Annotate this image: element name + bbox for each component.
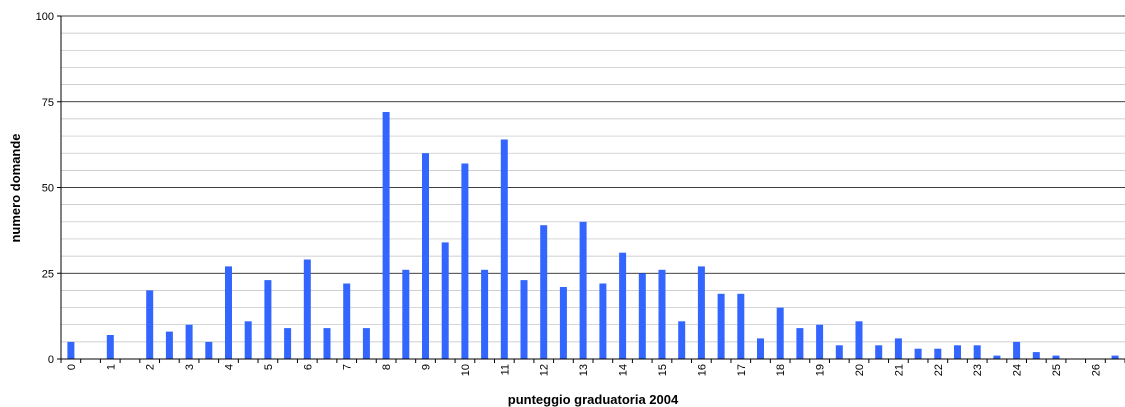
bar bbox=[993, 355, 1001, 359]
bar bbox=[973, 345, 981, 359]
y-tick-labels: 0 25 50 75 100 bbox=[36, 11, 61, 366]
x-tick-label: 1 bbox=[105, 364, 117, 370]
x-tick-label: 4 bbox=[224, 364, 236, 370]
x-tick-label: 14 bbox=[618, 364, 630, 376]
x-tick-label: 13 bbox=[578, 364, 590, 376]
x-tick-label: 24 bbox=[1012, 364, 1024, 376]
bar bbox=[67, 341, 75, 359]
bar bbox=[540, 225, 548, 359]
bar bbox=[1052, 355, 1060, 359]
x-tick-label: 17 bbox=[736, 364, 748, 376]
x-tick-label: 25 bbox=[1051, 364, 1063, 376]
x-tick-label: 16 bbox=[696, 364, 708, 376]
x-tick-label: 23 bbox=[972, 364, 984, 376]
bar bbox=[225, 266, 232, 359]
x-tick-label: 26 bbox=[1090, 364, 1102, 376]
bar bbox=[441, 242, 449, 359]
bar bbox=[934, 348, 942, 359]
x-tick-label: 20 bbox=[854, 364, 866, 376]
bar bbox=[264, 280, 272, 359]
x-tick-label: 15 bbox=[657, 364, 669, 376]
bar bbox=[185, 324, 193, 359]
bar bbox=[422, 153, 429, 359]
bar bbox=[1013, 341, 1021, 359]
bar bbox=[894, 338, 902, 359]
y-tick-label: 50 bbox=[42, 183, 54, 195]
bar bbox=[875, 345, 883, 359]
bar bbox=[500, 139, 508, 359]
bar bbox=[481, 269, 489, 359]
bar bbox=[343, 283, 351, 359]
bar bbox=[757, 338, 764, 359]
bar bbox=[914, 348, 922, 359]
bar bbox=[579, 221, 587, 359]
bar bbox=[954, 345, 961, 359]
x-tick-label: 18 bbox=[775, 364, 787, 376]
bar bbox=[284, 328, 292, 359]
bar bbox=[697, 266, 705, 359]
x-axis-title: punteggio graduatoria 2004 bbox=[508, 392, 679, 407]
bar bbox=[165, 331, 173, 359]
x-tick-label: 2 bbox=[145, 364, 157, 370]
y-tick-label: 75 bbox=[42, 97, 54, 109]
bar bbox=[382, 112, 390, 359]
bar bbox=[717, 293, 725, 359]
bar bbox=[855, 321, 863, 359]
bar bbox=[776, 307, 784, 359]
bar bbox=[619, 252, 627, 359]
bar bbox=[658, 269, 666, 359]
bar bbox=[1111, 355, 1119, 359]
x-tick-labels: 0 1 2 3 4 5 6 7 8 9 10 11 12 13 14 15 16 17 18 19 20 21 22 23 24… bbox=[60, 359, 1125, 376]
y-axis-title: numero domande bbox=[8, 133, 23, 242]
x-tick-label: 22 bbox=[933, 364, 945, 376]
x-tick-label: 6 bbox=[302, 364, 314, 370]
x-tick-label: 3 bbox=[184, 364, 196, 370]
x-tick-label: 12 bbox=[539, 364, 551, 376]
bar bbox=[520, 280, 528, 359]
x-tick-label: 9 bbox=[421, 364, 433, 370]
x-tick-label: 21 bbox=[893, 364, 905, 376]
bar bbox=[244, 321, 252, 359]
y-tick-label: 100 bbox=[36, 11, 54, 23]
bar bbox=[146, 290, 154, 359]
bar bbox=[362, 328, 370, 359]
y-tick-label: 0 bbox=[48, 354, 54, 366]
bar bbox=[638, 273, 646, 360]
x-tick-label: 7 bbox=[342, 364, 354, 370]
bar bbox=[816, 324, 824, 359]
bar bbox=[796, 328, 804, 359]
x-tick-label: 10 bbox=[460, 364, 472, 376]
bar bbox=[323, 328, 331, 359]
bar bbox=[106, 335, 114, 359]
x-tick-label: 0 bbox=[66, 364, 78, 370]
bar bbox=[599, 283, 607, 359]
gridlines bbox=[61, 15, 1125, 343]
bar bbox=[737, 293, 745, 359]
bar bbox=[402, 269, 410, 359]
bar bbox=[205, 341, 213, 359]
bar bbox=[1032, 352, 1040, 359]
x-tick-label: 11 bbox=[499, 364, 511, 375]
bar bbox=[835, 345, 843, 359]
x-tick-label: 5 bbox=[263, 364, 275, 370]
bar bbox=[461, 163, 469, 359]
y-tick-label: 25 bbox=[42, 268, 54, 280]
x-tick-label: 19 bbox=[815, 364, 827, 376]
bar bbox=[303, 259, 311, 359]
bar bbox=[678, 321, 686, 359]
x-tick-label: 8 bbox=[381, 364, 393, 370]
bar bbox=[559, 287, 567, 359]
bars bbox=[67, 112, 1119, 360]
